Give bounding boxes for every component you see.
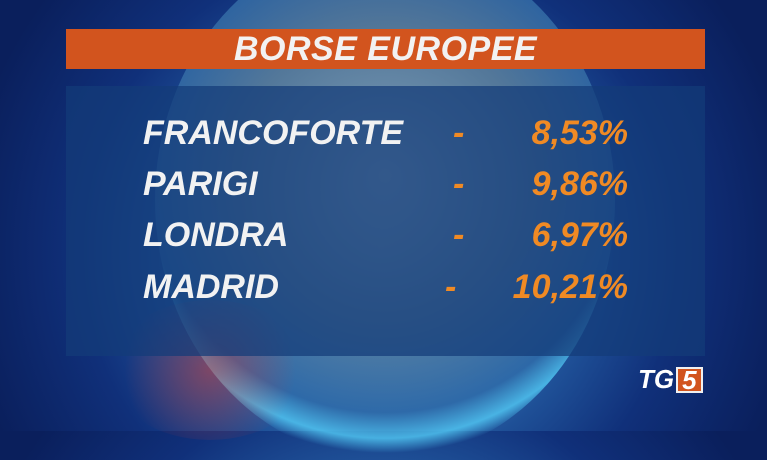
- logo-five: 5: [676, 366, 703, 393]
- market-row: FRANCOFORTE - 8,53%: [143, 114, 628, 158]
- market-value: 10,21%: [512, 268, 628, 306]
- market-row: PARIGI - 9,86%: [143, 165, 628, 209]
- market-value: 9,86%: [531, 165, 628, 203]
- logo-tg: TG: [638, 364, 675, 394]
- market-sign: -: [453, 216, 465, 254]
- market-name: MADRID: [143, 268, 279, 306]
- market-value: 8,53%: [531, 114, 628, 152]
- market-value: 6,97%: [531, 216, 628, 254]
- market-row: MADRID - 10,21%: [143, 268, 628, 312]
- market-panel: FRANCOFORTE - 8,53% PARIGI - 9,86% LONDR…: [66, 86, 705, 356]
- market-name: FRANCOFORTE: [143, 114, 404, 152]
- market-sign: -: [453, 165, 465, 203]
- tg5-logo: TG 5: [638, 364, 703, 395]
- title: BORSE EUROPEE: [233, 29, 538, 68]
- market-sign: -: [445, 268, 457, 306]
- market-name: LONDRA: [143, 216, 289, 254]
- title-bar: BORSE EUROPEE: [66, 29, 705, 69]
- market-name: PARIGI: [143, 165, 258, 203]
- market-row: LONDRA - 6,97%: [143, 216, 628, 260]
- market-sign: -: [453, 114, 465, 152]
